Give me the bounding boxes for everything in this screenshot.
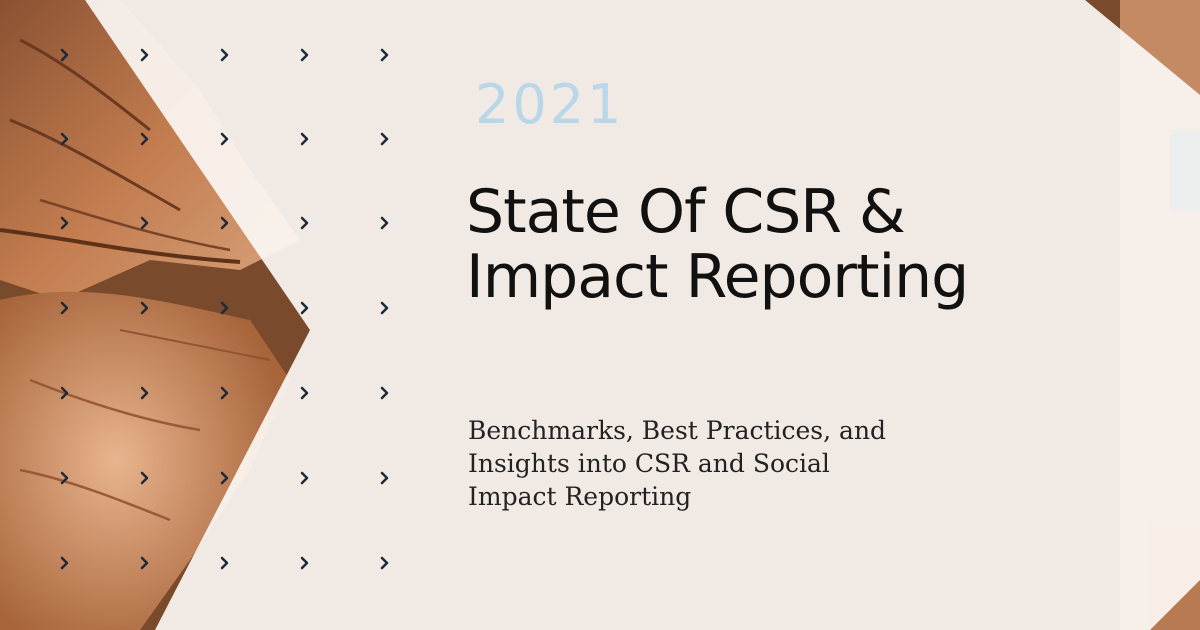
chevron-right-icon [57, 131, 73, 147]
chevron-right-icon [217, 555, 233, 571]
report-title-line: State Of CSR & [466, 177, 906, 247]
chevron-right-icon [137, 131, 153, 147]
report-title-line: Impact Reporting [466, 241, 969, 312]
chevron-right-icon [217, 215, 233, 231]
chevron-right-icon [57, 385, 73, 401]
chevron-right-icon [297, 385, 313, 401]
chevron-right-icon [377, 131, 393, 147]
chevron-right-icon [377, 300, 393, 316]
chevron-right-icon [57, 47, 73, 63]
chevron-right-icon [297, 215, 313, 231]
chevron-right-icon [137, 47, 153, 63]
chevron-right-icon [137, 470, 153, 486]
chevron-right-icon [57, 215, 73, 231]
chevron-right-icon [217, 47, 233, 63]
chevron-right-icon [377, 385, 393, 401]
chevron-right-icon [297, 555, 313, 571]
chevron-right-icon [297, 131, 313, 147]
report-title: State Of CSR & Impact Reporting [466, 180, 1166, 310]
report-subtitle: Benchmarks, Best Practices, and Insights… [468, 414, 928, 513]
report-subtitle-line: Insights into CSR and Social [468, 449, 830, 478]
chevron-right-icon [377, 470, 393, 486]
chevron-right-icon [57, 555, 73, 571]
report-subtitle-line: Benchmarks, Best Practices, and [468, 416, 887, 445]
chevron-right-icon [57, 470, 73, 486]
chevron-right-icon [57, 300, 73, 316]
chevron-right-icon [137, 215, 153, 231]
chevron-right-icon [137, 385, 153, 401]
chevron-right-icon [217, 300, 233, 316]
chevron-right-icon [377, 215, 393, 231]
chevron-right-icon [137, 300, 153, 316]
report-subtitle-line: Impact Reporting [468, 482, 692, 511]
report-year: 2021 [475, 73, 625, 136]
chevron-right-icon [217, 385, 233, 401]
chevron-right-icon [377, 47, 393, 63]
chevron-right-icon [297, 300, 313, 316]
chevron-right-icon [217, 131, 233, 147]
chevron-right-icon [377, 555, 393, 571]
chevron-right-icon [217, 470, 233, 486]
chevron-right-icon [297, 47, 313, 63]
chevron-right-icon [137, 555, 153, 571]
chevron-right-icon [297, 470, 313, 486]
